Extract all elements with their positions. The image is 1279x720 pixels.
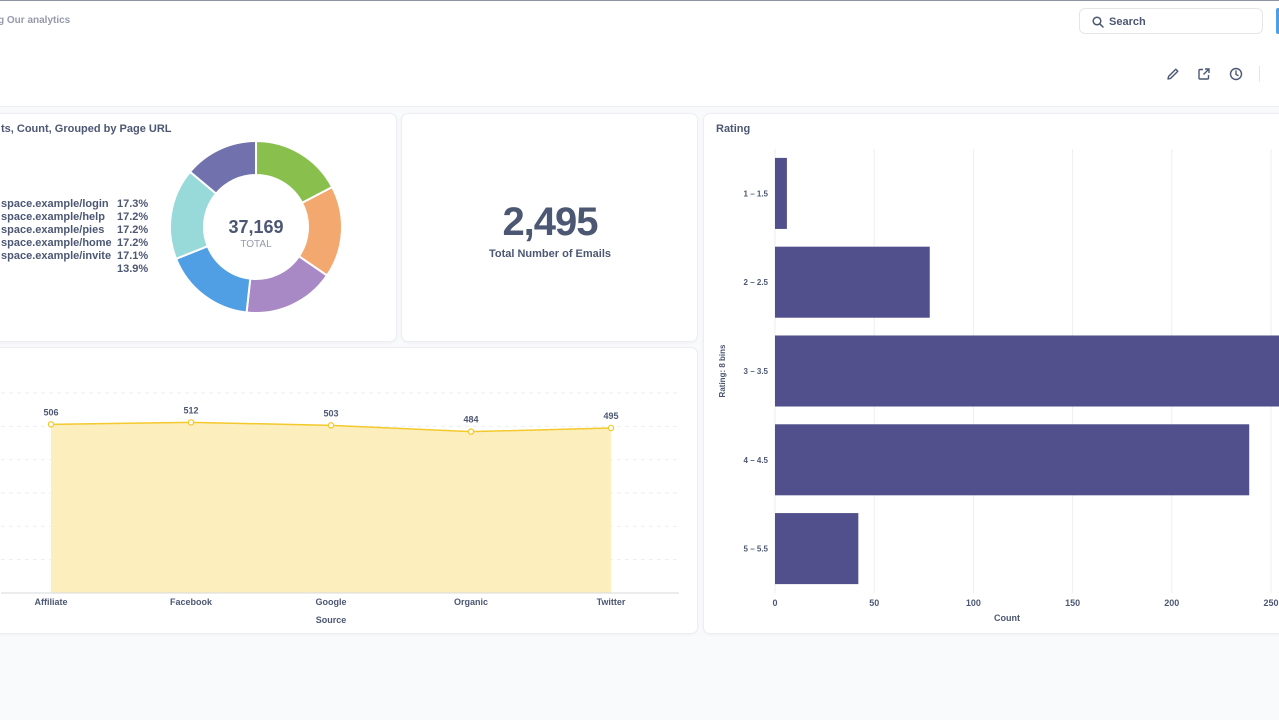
- x-tick-label: Organic: [454, 597, 488, 607]
- donut-total-label: TOTAL: [240, 239, 272, 250]
- data-label: 484: [463, 415, 478, 425]
- scalar-label: Total Number of Emails: [488, 248, 612, 260]
- data-point[interactable]: [327, 422, 335, 429]
- clock-icon[interactable]: [1228, 66, 1244, 82]
- legend-item-3[interactable]: space.example/pies: [1, 224, 105, 236]
- x-axis-title: Source: [316, 615, 347, 625]
- x-axis-title: Count: [994, 613, 1020, 623]
- header-divider: [1259, 66, 1260, 82]
- legend-pct-2: 17.2%: [117, 211, 149, 223]
- scalar-card[interactable]: 2,495 Total Number of Emails: [401, 113, 698, 342]
- rating-bar[interactable]: [775, 157, 787, 229]
- rating-bar[interactable]: [775, 513, 859, 585]
- legend-pct-3: 17.2%: [117, 224, 149, 236]
- rating-bar[interactable]: [775, 335, 1279, 407]
- data-point[interactable]: [47, 421, 55, 428]
- rating-bar-chart[interactable]: 0 50 100 150 200 250 1 – 1.5 2 – 2.5 3 – 3.5 4 – …: [704, 114, 1279, 634]
- data-point[interactable]: [607, 424, 615, 432]
- area-fill: [51, 422, 611, 593]
- legend-item-1[interactable]: space.example/login: [1, 198, 109, 210]
- search-box[interactable]: Search: [1079, 8, 1263, 34]
- donut-slice[interactable]: [174, 244, 252, 314]
- data-point[interactable]: [187, 419, 195, 426]
- legend-item-4[interactable]: space.example/home: [1, 237, 112, 249]
- x-tick-label: Google: [316, 597, 347, 607]
- x-tick-label: Facebook: [170, 597, 213, 607]
- legend-pct-6: 13.9%: [117, 263, 149, 275]
- new-button-edge[interactable]: [1276, 8, 1279, 34]
- rating-bar[interactable]: [775, 424, 1250, 496]
- search-icon: [1092, 16, 1104, 28]
- pencil-icon[interactable]: [1165, 66, 1181, 82]
- x-tick-label: 150: [1065, 598, 1080, 608]
- x-tick-label: 0: [772, 598, 777, 608]
- area-chart[interactable]: 506 Affiliate 512 Facebook 503 Google 484 Organ…: [0, 348, 698, 634]
- y-tick-label: 3 – 3.5: [744, 367, 769, 376]
- scalar-value: 2,495: [502, 200, 598, 244]
- legend-pct-4: 17.2%: [117, 237, 149, 249]
- donut-slice[interactable]: [188, 139, 257, 196]
- share-icon[interactable]: [1196, 66, 1212, 82]
- y-tick-label: 1 – 1.5: [744, 189, 769, 198]
- data-label: 495: [603, 411, 618, 421]
- x-tick-label: Affiliate: [34, 597, 67, 607]
- rating-card-title: Rating: [716, 123, 751, 135]
- top-navigation-bar: g Our analytics Search: [0, 0, 1279, 43]
- legend-pct-1: 17.3%: [117, 198, 149, 210]
- legend-pct-5: 17.1%: [117, 250, 149, 262]
- x-tick-label: 100: [966, 598, 981, 608]
- x-tick-label: 250: [1264, 598, 1279, 608]
- rating-bar[interactable]: [775, 246, 930, 318]
- y-tick-label: 2 – 2.5: [744, 278, 769, 287]
- x-tick-label: 50: [869, 598, 879, 608]
- x-tick-label: 200: [1164, 598, 1179, 608]
- breadcrumb[interactable]: g Our analytics: [0, 15, 71, 26]
- rating-chart-card[interactable]: Rating 0 50 100 150 200 250 1 – 1.5 2 – 2.5 3 – …: [703, 113, 1279, 634]
- legend-item-5[interactable]: space.example/invite: [1, 250, 112, 262]
- data-label: 512: [183, 405, 198, 415]
- dashboard-header: [0, 42, 1279, 107]
- x-tick-label: Twitter: [597, 597, 626, 607]
- data-point[interactable]: [467, 428, 475, 435]
- data-label: 503: [323, 408, 338, 418]
- y-axis-title: Rating: 8 bins: [718, 344, 727, 397]
- data-label: 506: [43, 407, 58, 417]
- donut-total-value: 37,169: [228, 217, 283, 237]
- donut-chart[interactable]: 37,169 TOTAL: [166, 137, 366, 337]
- search-label: Search: [1109, 16, 1146, 28]
- legend-item-2[interactable]: space.example/help: [1, 211, 105, 223]
- y-tick-label: 4 – 4.5: [744, 456, 769, 465]
- area-chart-card[interactable]: 506 Affiliate 512 Facebook 503 Google 484 Organ…: [0, 347, 698, 634]
- donut-chart-card[interactable]: ts, Count, Grouped by Page URL space.exa…: [0, 113, 397, 342]
- donut-card-title: ts, Count, Grouped by Page URL: [1, 123, 172, 135]
- y-tick-label: 5 – 5.5: [744, 545, 769, 554]
